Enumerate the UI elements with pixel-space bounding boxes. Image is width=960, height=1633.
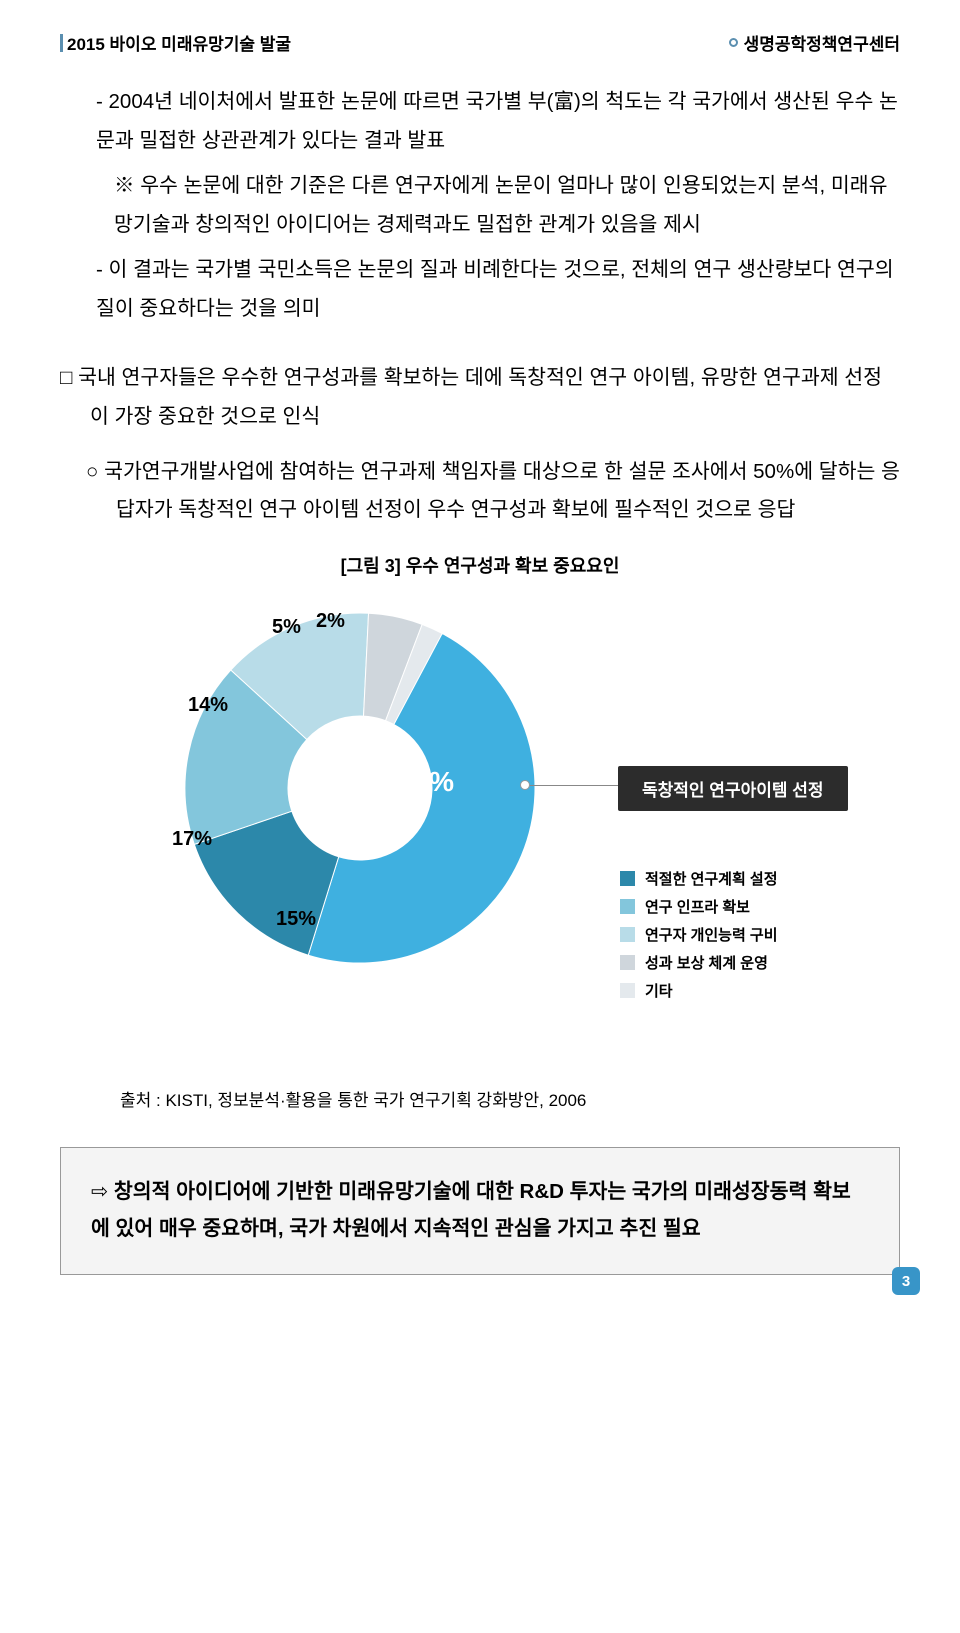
paragraph-4: 국내 연구자들은 우수한 연구성과를 확보하는 데에 독창적인 연구 아이템, … <box>60 359 900 437</box>
conclusion-box: 창의적 아이디어에 기반한 미래유망기술에 대한 R&D 투자는 국가의 미래성… <box>60 1147 900 1275</box>
legend-swatch-icon <box>620 871 635 886</box>
legend-item: 연구자 개인능력 구비 <box>620 924 778 945</box>
pct-15: 15% <box>276 908 316 931</box>
pct-14: 14% <box>188 694 228 717</box>
legend-label: 연구 인프라 확보 <box>645 896 750 917</box>
legend-item: 기타 <box>620 980 778 1001</box>
legend-label: 성과 보상 체계 운영 <box>645 952 768 973</box>
chart-legend: 적절한 연구계획 설정 연구 인프라 확보 연구자 개인능력 구비 성과 보상 … <box>620 868 778 1008</box>
figure-caption: [그림 3] 우수 연구성과 확보 중요요인 <box>60 552 900 578</box>
header-bar-icon <box>60 34 63 52</box>
paragraph-4-text: 국내 연구자들은 우수한 연구성과를 확보하는 데에 독창적인 연구 아이템, … <box>78 366 882 428</box>
header-dot-icon <box>729 38 738 47</box>
pct-17: 17% <box>172 828 212 851</box>
donut-svg <box>170 598 550 978</box>
pct-2: 2% <box>316 610 345 633</box>
donut-chart: 47% 15% 17% 14% 5% 2% 독창적인 연구아이템 선정 적절한 … <box>60 588 900 1068</box>
legend-swatch-icon <box>620 983 635 998</box>
callout-line <box>530 785 620 786</box>
page-number: 3 <box>892 1267 920 1295</box>
legend-item: 적절한 연구계획 설정 <box>620 868 778 889</box>
legend-label: 연구자 개인능력 구비 <box>645 924 778 945</box>
legend-item: 연구 인프라 확보 <box>620 896 778 917</box>
paragraph-2: ※ 우수 논문에 대한 기준은 다른 연구자에게 논문이 얼마나 많이 인용되었… <box>114 167 900 245</box>
pct-47: 47% <box>398 766 454 798</box>
legend-swatch-icon <box>620 899 635 914</box>
header-left-text: 2015 바이오 미래유망기술 발굴 <box>67 30 291 55</box>
paragraph-5-text: 국가연구개발사업에 참여하는 연구과제 책임자를 대상으로 한 설문 조사에서 … <box>104 460 900 522</box>
page-header: 2015 바이오 미래유망기술 발굴 생명공학정책연구센터 <box>60 30 900 55</box>
paragraph-3: 이 결과는 국가별 국민소득은 논문의 질과 비례한다는 것으로, 전체의 연구… <box>96 251 900 329</box>
legend-label: 기타 <box>645 980 673 1001</box>
header-right: 생명공학정책연구센터 <box>729 30 900 55</box>
paragraph-1: 2004년 네이처에서 발표한 논문에 따르면 국가별 부(富)의 척도는 각 … <box>96 83 900 161</box>
paragraph-5: 국가연구개발사업에 참여하는 연구과제 책임자를 대상으로 한 설문 조사에서 … <box>86 453 900 531</box>
legend-swatch-icon <box>620 955 635 970</box>
legend-swatch-icon <box>620 927 635 942</box>
header-right-text: 생명공학정책연구센터 <box>744 30 900 55</box>
page-number-box: 3 <box>892 1267 920 1295</box>
legend-label: 적절한 연구계획 설정 <box>645 868 778 889</box>
header-left: 2015 바이오 미래유망기술 발굴 <box>60 30 291 55</box>
legend-item: 성과 보상 체계 운영 <box>620 952 778 973</box>
callout-box: 독창적인 연구아이템 선정 <box>618 766 848 811</box>
chart-source: 출처 : KISTI, 정보분석·활용을 통한 국가 연구기획 강화방안, 20… <box>60 1086 900 1111</box>
pct-5: 5% <box>272 616 301 639</box>
conclusion-text: 창의적 아이디어에 기반한 미래유망기술에 대한 R&D 투자는 국가의 미래성… <box>91 1180 851 1240</box>
